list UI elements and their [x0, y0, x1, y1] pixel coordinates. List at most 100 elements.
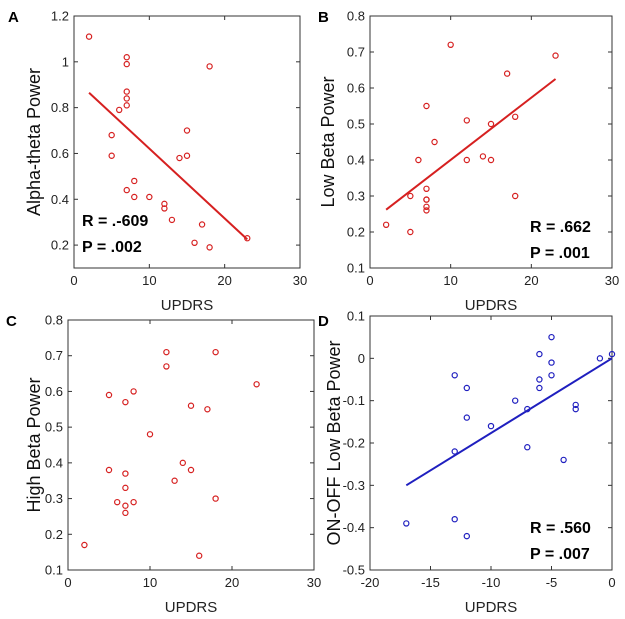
data-point: [212, 495, 219, 502]
x-tick-label: 20: [524, 273, 538, 288]
p-value: P = .002: [82, 239, 142, 256]
data-point: [161, 200, 168, 208]
data-point: [168, 216, 176, 224]
y-tick-label: 0.8: [51, 100, 69, 115]
data-point: [206, 244, 213, 251]
data-point: [524, 444, 531, 451]
chart-panel-d: -20 -15 -10 -5 0 -0.5 -0.4 -0.3 -0.2 -0.1 0 0.1 UPDR…: [318, 309, 616, 617]
data-point: [463, 156, 470, 164]
data-point: [253, 381, 260, 388]
data-point: [463, 384, 470, 392]
data-point: [122, 470, 129, 477]
data-point: [130, 388, 137, 395]
data-point: [552, 52, 559, 59]
data-point: [179, 459, 186, 467]
data-point: [115, 106, 123, 114]
x-axis-label: UPDRS: [165, 599, 218, 616]
data-point: [204, 406, 211, 413]
data-point: [123, 102, 130, 109]
y-tick-label: 0.8: [347, 9, 365, 24]
y-tick-label: 0.3: [347, 189, 365, 204]
data-point: [548, 359, 555, 366]
data-point: [105, 466, 113, 474]
data-point: [191, 239, 198, 246]
r-value: R = .-609: [82, 213, 148, 230]
data-point: [198, 221, 206, 228]
y-tick-label: 0: [358, 351, 365, 366]
x-tick-label: -5: [546, 575, 558, 590]
data-point: [407, 192, 414, 200]
data-point: [146, 193, 153, 201]
y-tick-label: -0.4: [343, 520, 365, 535]
p-value: P = .007: [530, 546, 590, 563]
data-point: [113, 498, 121, 506]
data-point: [463, 117, 470, 124]
y-tick-label: 0.5: [45, 420, 63, 435]
data-point: [560, 456, 567, 464]
data-point: [146, 431, 154, 438]
regression-line: [405, 357, 613, 487]
data-point: [183, 127, 191, 134]
p-value: P = .001: [530, 245, 590, 262]
data-point: [451, 448, 458, 455]
data-point: [479, 153, 487, 160]
x-tick-label: 0: [70, 273, 77, 288]
data-point: [572, 401, 579, 409]
data-point: [122, 509, 129, 517]
x-tick-label: 0: [366, 273, 373, 288]
chart-panel-a: 0 10 20 30 0.2 0.4 0.6 0.8 1 1.2 UPDRS Alpha-theta …: [8, 9, 307, 315]
y-tick-label: 0.4: [347, 153, 365, 168]
x-tick-label: 30: [293, 273, 307, 288]
x-axis-label: UPDRS: [161, 297, 214, 314]
data-point: [407, 228, 414, 236]
x-tick-label: 30: [307, 575, 321, 590]
y-tick-label: 0.6: [51, 146, 69, 161]
x-tick-label: 10: [143, 575, 157, 590]
data-point: [451, 372, 458, 379]
data-point: [122, 484, 129, 492]
data-point: [548, 333, 555, 341]
y-tick-label: 0.2: [51, 238, 69, 253]
axes-frame: [73, 15, 301, 269]
x-tick-label: 0: [608, 575, 615, 590]
y-tick-label: -0.2: [343, 436, 365, 451]
data-point: [487, 156, 495, 164]
y-tick-label: 0.2: [347, 225, 365, 240]
y-tick-label: 1.2: [51, 9, 69, 24]
y-tick-label: 0.4: [45, 455, 63, 470]
data-point: [81, 541, 88, 549]
data-point: [536, 376, 543, 383]
data-point: [596, 355, 604, 362]
y-tick-label: 0.1: [347, 261, 365, 276]
x-tick-label: 0: [64, 575, 71, 590]
data-point: [512, 113, 519, 121]
data-point: [431, 138, 438, 146]
y-tick-label: 0.1: [45, 563, 63, 578]
x-tick-label: -15: [421, 575, 440, 590]
data-point: [451, 516, 458, 523]
data-point: [423, 185, 430, 192]
data-point: [171, 477, 178, 484]
chart-panel-b: 0 10 20 30 0.1 0.2 0.3 0.4 0.5 0.6 0.7 0.8 UPDRS Low …: [318, 9, 619, 315]
data-point: [130, 498, 137, 506]
y-tick-label: -0.3: [343, 478, 365, 493]
data-point: [536, 384, 543, 392]
y-tick-label: 0.4: [51, 192, 69, 207]
data-point: [85, 33, 93, 40]
data-point: [608, 350, 616, 358]
chart-panel-c: 0 10 20 30 0.1 0.2 0.3 0.4 0.5 0.6 0.7 0.8 UPDRS High…: [6, 313, 321, 617]
x-tick-label: -10: [482, 575, 501, 590]
x-axis-label: UPDRS: [465, 297, 518, 314]
y-tick-label: 0.8: [45, 313, 63, 328]
panel-label: B: [318, 9, 329, 26]
data-point: [123, 186, 130, 194]
data-point: [524, 405, 531, 413]
x-tick-label: 20: [217, 273, 231, 288]
data-point: [131, 177, 138, 185]
data-point: [423, 207, 430, 214]
data-point: [423, 102, 430, 110]
y-tick-label: 0.2: [45, 527, 63, 542]
data-point: [423, 196, 430, 203]
y-axis-label: ON-OFF Low Beta Power: [324, 340, 344, 545]
